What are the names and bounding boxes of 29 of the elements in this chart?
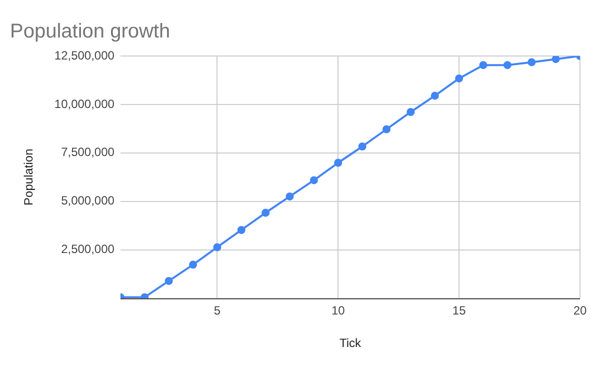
point (382, 125, 391, 134)
point (479, 61, 488, 70)
x-tick-label: 20 (573, 304, 587, 318)
point (189, 260, 198, 269)
y-tick-label: 2,500,000 (61, 242, 115, 256)
point (334, 158, 342, 167)
point (262, 208, 270, 217)
y-tick-label: 10,000,000 (54, 96, 115, 111)
y-axis-title: Population (22, 148, 36, 206)
point (237, 226, 246, 234)
y-tick-label: 12,500,000 (54, 48, 115, 62)
point (503, 61, 512, 70)
point (455, 74, 464, 82)
chart-title: Population growth (10, 20, 170, 43)
point (310, 176, 318, 184)
x-axis-title: Tick (339, 336, 362, 350)
y-tick-label: 7,500,000 (61, 145, 115, 160)
point (213, 243, 222, 252)
point (164, 276, 173, 285)
point (406, 108, 415, 116)
y-tick-label: 5,000,000 (61, 194, 115, 208)
point (552, 56, 560, 64)
point (286, 192, 294, 200)
x-tick-label: 10 (331, 304, 346, 318)
point (430, 92, 439, 100)
x-tick-label: 5 (214, 304, 221, 318)
point (528, 58, 536, 66)
x-tick-label: 15 (452, 304, 466, 318)
point (358, 142, 366, 150)
